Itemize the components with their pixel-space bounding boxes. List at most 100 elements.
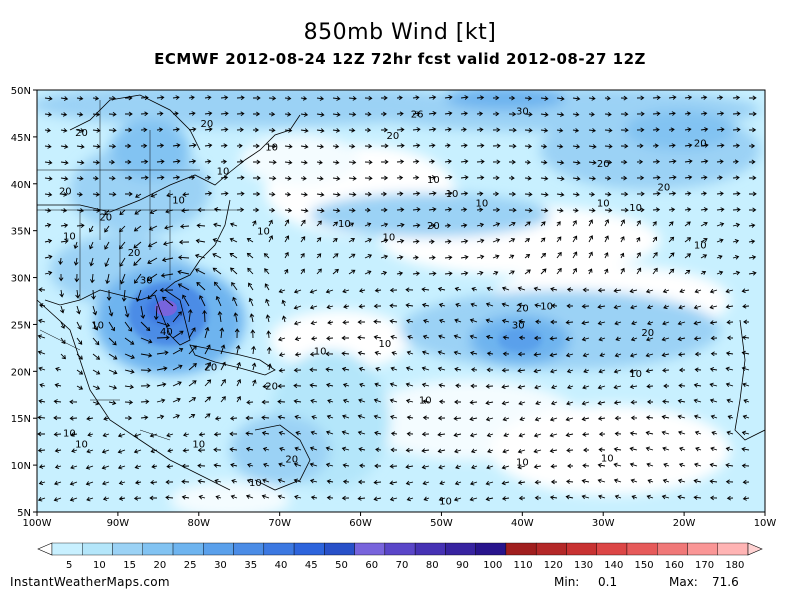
- wind-vector: [517, 384, 526, 390]
- wind-vector: [220, 378, 226, 387]
- wind-vector: [86, 448, 94, 454]
- wind-vector: [421, 464, 430, 470]
- wind-vector: [406, 496, 414, 502]
- wind-vector: [293, 305, 302, 310]
- wind-vector: [726, 319, 734, 325]
- wind-vector: [172, 330, 184, 339]
- wind-vector: [263, 253, 270, 259]
- wind-vector: [668, 191, 677, 196]
- wind-vector: [453, 350, 462, 356]
- contour-label: 20: [128, 248, 141, 259]
- wind-vector: [684, 158, 693, 164]
- wind-vector: [220, 159, 227, 165]
- wind-vector: [668, 159, 677, 164]
- colorbar-box: [717, 542, 749, 556]
- wind-vector: [266, 346, 272, 355]
- wind-vector: [588, 219, 593, 227]
- wind-vector: [309, 382, 318, 388]
- wind-vector: [636, 95, 645, 101]
- wind-vector: [716, 222, 725, 227]
- colorbar-box: [324, 542, 355, 556]
- wind-vector: [518, 319, 526, 324]
- wind-vector: [277, 478, 286, 483]
- wind-vector: [213, 222, 222, 228]
- contour-label: 20: [59, 186, 72, 197]
- wind-vector: [716, 254, 723, 260]
- wind-vector: [284, 111, 292, 117]
- wind-vector: [268, 159, 277, 165]
- wind-vector: [469, 318, 478, 323]
- wind-vector: [389, 496, 398, 502]
- wind-vector: [300, 252, 305, 259]
- wind-vector: [597, 304, 606, 310]
- wind-vector: [742, 303, 750, 309]
- wind-vector: [469, 432, 478, 438]
- wind-vector: [140, 175, 149, 181]
- wind-vector: [492, 207, 501, 213]
- wind-vector: [710, 351, 718, 357]
- wind-vector: [677, 320, 686, 326]
- wind-vector: [380, 95, 388, 101]
- wind-vector: [134, 464, 142, 470]
- wind-vector: [236, 127, 244, 133]
- wind-vector: [470, 383, 478, 389]
- wind-vector: [476, 127, 484, 133]
- wind-vector: [268, 143, 277, 149]
- wind-vector: [125, 95, 133, 101]
- wind-vector: [652, 221, 657, 227]
- wind-vector: [348, 269, 356, 275]
- wind-vector: [470, 481, 478, 486]
- wind-vector: [694, 351, 702, 357]
- wind-shading: [37, 90, 765, 512]
- wind-vector: [748, 95, 757, 101]
- latitude-labels: 50N 45N 40N 35N 30N 25N 20N 15N 10N 5N: [11, 86, 37, 519]
- wind-vector: [204, 175, 212, 180]
- wind-vector: [246, 237, 254, 243]
- wind-vector: [726, 398, 734, 404]
- wind-vector: [332, 237, 338, 243]
- wind-vector: [693, 398, 702, 404]
- wind-vector: [187, 308, 193, 323]
- wind-vector: [194, 268, 206, 275]
- wind-vector: [54, 480, 62, 486]
- wind-vector: [588, 160, 597, 165]
- wind-vector: [647, 320, 654, 326]
- wind-vector: [460, 159, 469, 164]
- wind-vector: [364, 207, 371, 213]
- wind-vector: [709, 288, 718, 294]
- wind-vector: [172, 381, 182, 387]
- wind-vector: [153, 305, 159, 321]
- wind-vector: [281, 315, 287, 323]
- wind-vector: [92, 112, 101, 117]
- wind-vector: [230, 494, 238, 500]
- wind-vector: [133, 449, 142, 454]
- wind-vector: [668, 221, 674, 227]
- wind-vector: [108, 127, 117, 133]
- wind-vector: [60, 337, 66, 345]
- wind-vector: [140, 127, 148, 133]
- wind-vector: [236, 111, 245, 117]
- lon-label: 100W: [23, 518, 52, 529]
- wind-vector: [102, 432, 110, 438]
- wind-vector: [195, 238, 206, 244]
- wind-vector: [284, 219, 290, 227]
- wind-vector: [620, 252, 625, 259]
- wind-vector: [604, 268, 609, 275]
- wind-vector: [249, 313, 255, 323]
- wind-vector: [245, 494, 254, 499]
- wind-vector: [742, 414, 750, 420]
- wind-vector: [197, 207, 206, 213]
- colorbar-box: [172, 542, 204, 556]
- wind-vector: [279, 446, 286, 452]
- wind-vector: [620, 143, 629, 149]
- wind-vector: [540, 96, 549, 101]
- wind-vector: [92, 191, 100, 197]
- contour-label: 10: [91, 320, 104, 331]
- wind-vector: [444, 143, 451, 149]
- wind-vector: [310, 430, 318, 436]
- wind-vector: [693, 382, 702, 388]
- wind-vector: [74, 273, 80, 283]
- wind-vector: [364, 270, 372, 275]
- wind-vector: [620, 191, 629, 197]
- wind-vector: [501, 302, 510, 307]
